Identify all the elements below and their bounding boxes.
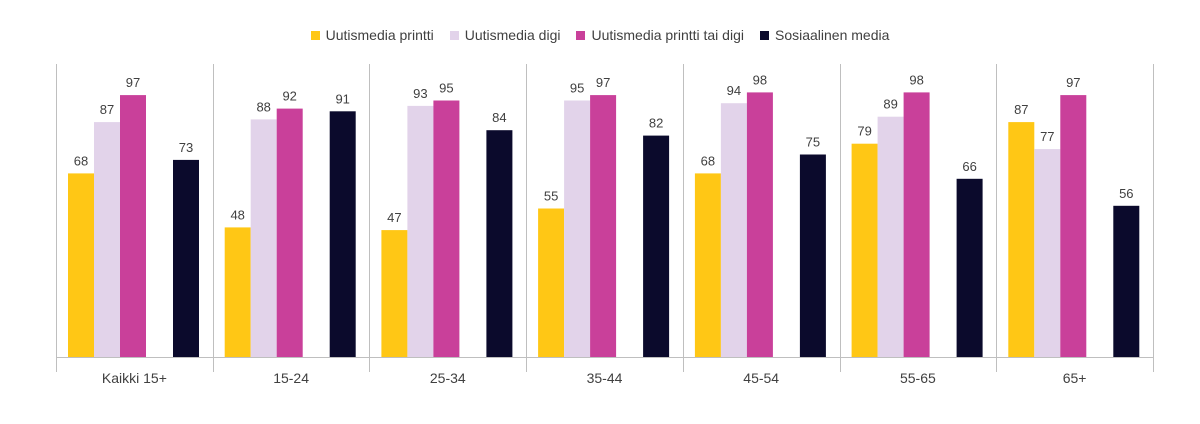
- legend-item-uutismedia-printti-tai-digi: Uutismedia printti tai digi: [576, 27, 744, 43]
- data-label-uutismedia-printti-tai-digi-25-34: 95: [439, 81, 453, 96]
- x-tick-label-35-44: 35-44: [587, 370, 623, 386]
- bar-sosiaalinen-media-35-44: [643, 135, 670, 357]
- legend-swatch-uutismedia-digi: [449, 30, 459, 40]
- legend-item-uutismedia-digi: Uutismedia digi: [449, 27, 561, 43]
- bar-uutismedia-printti-25-34: [381, 230, 408, 357]
- data-label-uutismedia-printti-25-34: 47: [387, 210, 401, 225]
- bar-uutismedia-digi-65plus: [1034, 149, 1061, 357]
- data-label-sosiaalinen-media-65plus: 56: [1119, 186, 1133, 201]
- bar-uutismedia-printti-65plus: [1008, 122, 1035, 357]
- data-label-uutismedia-printti-65plus: 87: [1014, 102, 1028, 117]
- bar-uutismedia-printti-kaikki-15plus: [68, 173, 94, 357]
- bar-uutismedia-digi-55-65: [877, 116, 904, 357]
- x-tick-label-45-54: 45-54: [743, 370, 779, 386]
- bar-uutismedia-printti-tai-digi-kaikki-15plus: [120, 95, 146, 357]
- data-label-uutismedia-digi-65plus: 77: [1040, 129, 1054, 144]
- data-label-uutismedia-digi-25-34: 93: [413, 86, 427, 101]
- x-tick-label-55-65: 55-65: [900, 370, 936, 386]
- bar-uutismedia-digi-45-54: [720, 103, 747, 357]
- bar-uutismedia-digi-35-44: [564, 100, 591, 357]
- x-tick-label-65plus: 65+: [1063, 370, 1087, 386]
- data-label-uutismedia-digi-35-44: 95: [570, 81, 584, 96]
- data-label-uutismedia-printti-tai-digi-15-24: 92: [282, 89, 296, 104]
- bar-sosiaalinen-media-45-54: [799, 154, 826, 357]
- bar-sosiaalinen-media-15-24: [329, 111, 356, 357]
- data-label-uutismedia-printti-45-54: 68: [701, 153, 715, 168]
- data-label-uutismedia-digi-55-65: 89: [883, 97, 897, 112]
- x-tick-label-kaikki-15plus: Kaikki 15+: [102, 370, 167, 386]
- bar-uutismedia-printti-15-24: [224, 227, 251, 357]
- bar-uutismedia-printti-tai-digi-25-34: [433, 100, 460, 357]
- bar-sosiaalinen-media-kaikki-15plus: [173, 159, 199, 357]
- legend-swatch-uutismedia-printti-tai-digi: [576, 30, 586, 40]
- data-label-sosiaalinen-media-25-34: 84: [492, 110, 506, 125]
- legend-label-uutismedia-printti-tai-digi: Uutismedia printti tai digi: [591, 27, 744, 43]
- data-label-uutismedia-digi-kaikki-15plus: 87: [100, 102, 114, 117]
- bar-uutismedia-printti-55-65: [851, 143, 878, 357]
- bar-uutismedia-digi-kaikki-15plus: [94, 122, 120, 357]
- data-label-uutismedia-printti-tai-digi-65plus: 97: [1066, 75, 1080, 90]
- legend-item-sosiaalinen-media: Sosiaalinen media: [759, 27, 890, 43]
- data-label-uutismedia-printti-tai-digi-45-54: 98: [753, 72, 767, 87]
- bar-uutismedia-printti-45-54: [694, 173, 721, 357]
- bar-uutismedia-printti-tai-digi-65plus: [1060, 95, 1087, 357]
- bar-sosiaalinen-media-65plus: [1113, 205, 1140, 357]
- data-label-uutismedia-printti-tai-digi-35-44: 97: [596, 75, 610, 90]
- data-label-sosiaalinen-media-35-44: 82: [649, 116, 663, 131]
- legend-label-uutismedia-digi: Uutismedia digi: [464, 27, 561, 43]
- bar-uutismedia-printti-35-44: [538, 208, 565, 357]
- data-label-uutismedia-printti-15-24: 48: [230, 207, 244, 222]
- data-label-uutismedia-printti-35-44: 55: [544, 189, 558, 204]
- bar-sosiaalinen-media-25-34: [486, 130, 513, 357]
- bar-uutismedia-printti-tai-digi-15-24: [276, 108, 303, 357]
- legend-swatch-sosiaalinen-media: [759, 30, 769, 40]
- data-label-uutismedia-printti-tai-digi-55-65: 98: [909, 72, 923, 87]
- legend-label-uutismedia-printti: Uutismedia printti: [325, 27, 434, 43]
- legend-label-sosiaalinen-media: Sosiaalinen media: [774, 27, 890, 43]
- chart-legend: Uutismedia printti Uutismedia digi Uutis…: [0, 24, 1200, 46]
- data-label-sosiaalinen-media-55-65: 66: [962, 159, 976, 174]
- bar-uutismedia-printti-tai-digi-55-65: [903, 92, 930, 358]
- bar-sosiaalinen-media-55-65: [956, 178, 983, 357]
- data-label-uutismedia-digi-45-54: 94: [727, 83, 741, 98]
- x-tick-label-25-34: 25-34: [430, 370, 466, 386]
- data-label-sosiaalinen-media-15-24: 91: [335, 91, 349, 106]
- data-label-uutismedia-printti-kaikki-15plus: 68: [74, 153, 88, 168]
- bar-uutismedia-printti-tai-digi-45-54: [746, 92, 773, 358]
- bar-uutismedia-digi-25-34: [407, 105, 434, 358]
- x-tick-label-15-24: 15-24: [273, 370, 309, 386]
- bar-uutismedia-digi-15-24: [250, 119, 277, 358]
- legend-swatch-uutismedia-printti: [310, 30, 320, 40]
- data-label-sosiaalinen-media-kaikki-15plus: 73: [179, 140, 193, 155]
- legend-item-uutismedia-printti: Uutismedia printti: [310, 27, 434, 43]
- bar-uutismedia-printti-tai-digi-35-44: [590, 95, 617, 357]
- data-label-uutismedia-printti-55-65: 79: [857, 124, 871, 139]
- data-label-sosiaalinen-media-45-54: 75: [806, 135, 820, 150]
- data-label-uutismedia-digi-15-24: 88: [256, 99, 270, 114]
- data-label-uutismedia-printti-tai-digi-kaikki-15plus: 97: [126, 75, 140, 90]
